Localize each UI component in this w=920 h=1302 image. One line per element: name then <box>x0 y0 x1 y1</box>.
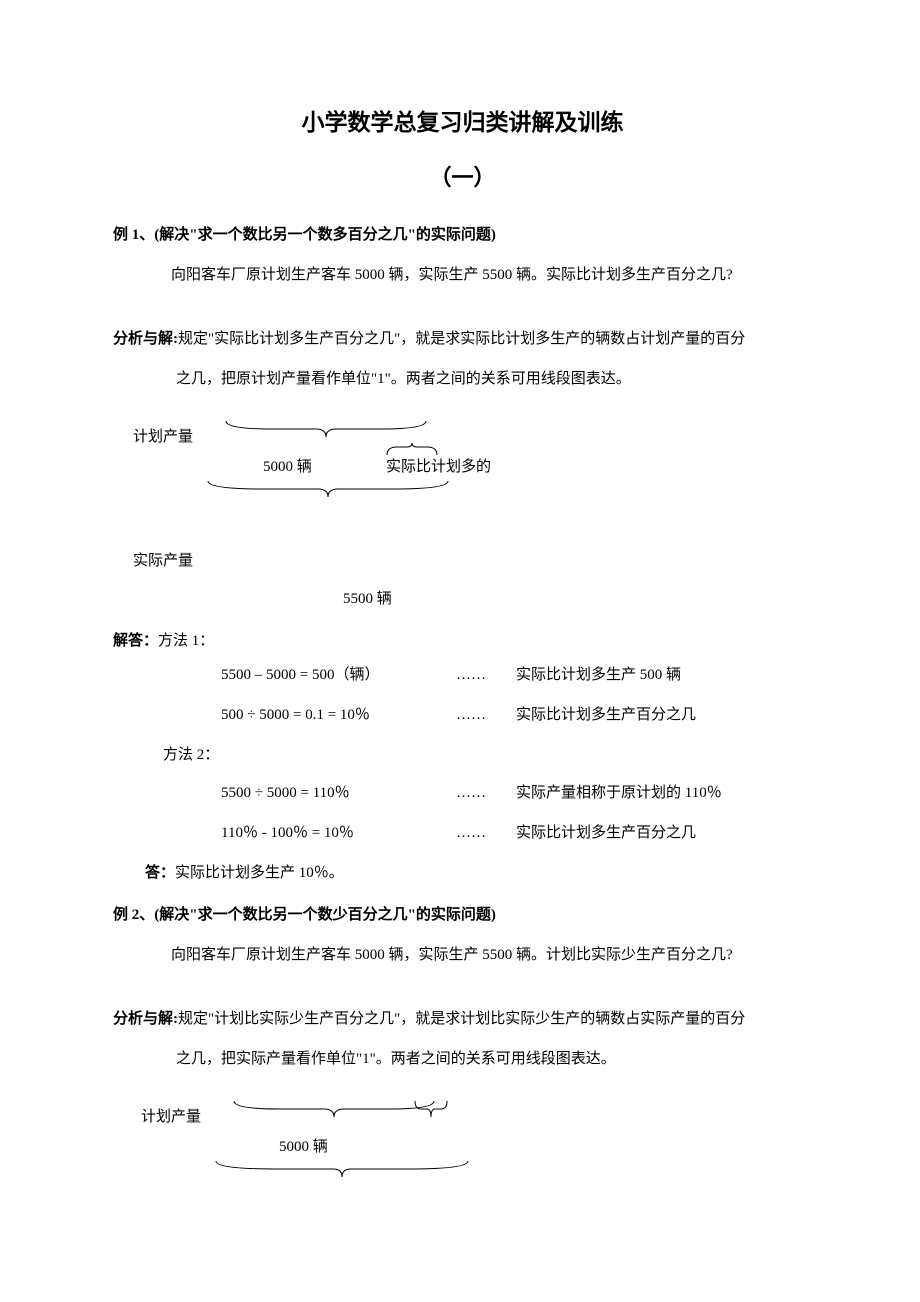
analysis-text-2: 之几，把实际产量看作单位"1"。两者之间的关系可用线段图表达。 <box>176 1047 812 1071</box>
brace-icon <box>221 417 431 441</box>
example-1-diagram: 计划产量 5000 辆 实际比计划多的 <box>133 417 812 537</box>
calc-desc: 实际产量相称于原计划的 110％ <box>516 781 722 805</box>
calc-dots: …… <box>456 703 516 727</box>
brace-down-icon <box>211 1157 473 1181</box>
calc-row-4: 110％ - 100％ = 10％ …… 实际比计划多生产百分之几 <box>221 821 812 845</box>
calc-expr: 5500 – 5000 = 500（辆） <box>221 663 456 687</box>
method-1-label: 方法 1： <box>158 633 214 649</box>
example-2-diagram: 计划产量 5000 辆 <box>141 1097 812 1197</box>
calc-row-2: 500 ÷ 5000 = 0.1 = 10％ …… 实际比计划多生产百分之几 <box>221 703 812 727</box>
calc-dots: …… <box>456 821 516 845</box>
analysis-text-1: 规定"计划比实际少生产百分之几"，就是求计划比实际少生产的辆数占实际产量的百分 <box>178 1011 745 1027</box>
document-subtitle: （一） <box>113 160 812 195</box>
answer-text: 实际比计划多生产 10％。 <box>175 865 344 881</box>
calc-row-3: 5500 ÷ 5000 = 110％ …… 实际产量相称于原计划的 110％ <box>221 781 812 805</box>
analysis-text-1: 规定"实际比计划多生产百分之几"，就是求实际比计划多生产的辆数占计划产量的百分 <box>178 331 745 347</box>
plan-output-label: 计划产量 <box>141 1105 201 1129</box>
example-2-header: 例 2、(解决"求一个数比另一个数少百分之几"的实际问题) <box>113 903 812 927</box>
calc-desc: 实际比计划多生产百分之几 <box>516 821 696 845</box>
example-2-analysis: 分析与解:规定"计划比实际少生产百分之几"，就是求计划比实际少生产的辆数占实际产… <box>113 1007 812 1071</box>
brace-down-icon <box>203 477 453 501</box>
solution-label: 解答： <box>113 633 158 649</box>
method-2-label: 方法 2： <box>163 743 812 767</box>
example-1-analysis: 分析与解:规定"实际比计划多生产百分之几"，就是求实际比计划多生产的辆数占计划产… <box>113 327 812 391</box>
analysis-label: 分析与解: <box>113 331 178 347</box>
analysis-text-2: 之几，把原计划产量看作单位"1"。两者之间的关系可用线段图表达。 <box>176 367 812 391</box>
answer-label: 答： <box>145 865 175 881</box>
calc-dots: …… <box>456 663 516 687</box>
example-1-header: 例 1、(解决"求一个数比另一个数多百分之几"的实际问题) <box>113 223 812 247</box>
value-5500: 5500 辆 <box>343 587 812 611</box>
analysis-label: 分析与解: <box>113 1011 178 1027</box>
calc-expr: 5500 ÷ 5000 = 110％ <box>221 781 456 805</box>
brace-small-icon <box>383 441 443 461</box>
calc-desc: 实际比计划多生产百分之几 <box>516 703 696 727</box>
document-title: 小学数学总复习归类讲解及训练 <box>113 105 812 142</box>
answer-line: 答：实际比计划多生产 10％。 <box>145 861 812 885</box>
plan-output-label: 计划产量 <box>133 425 193 449</box>
actual-output-label: 实际产量 <box>133 549 812 573</box>
calc-desc: 实际比计划多生产 500 辆 <box>516 663 681 687</box>
brace-small-icon <box>411 1097 451 1121</box>
value-5000: 5000 辆 <box>279 1135 328 1159</box>
calc-expr: 110％ - 100％ = 10％ <box>221 821 456 845</box>
calc-row-1: 5500 – 5000 = 500（辆） …… 实际比计划多生产 500 辆 <box>221 663 812 687</box>
example-2-problem: 向阳客车厂原计划生产客车 5000 辆，实际生产 5500 辆。计划比实际少生产… <box>141 943 812 967</box>
solution-block: 解答：方法 1： <box>113 629 812 653</box>
calc-dots: …… <box>456 781 516 805</box>
brace-icon <box>229 1097 439 1121</box>
value-5000: 5000 辆 <box>263 455 312 479</box>
calc-expr: 500 ÷ 5000 = 0.1 = 10％ <box>221 703 456 727</box>
example-1-problem: 向阳客车厂原计划生产客车 5000 辆，实际生产 5500 辆。实际比计划多生产… <box>141 263 812 287</box>
